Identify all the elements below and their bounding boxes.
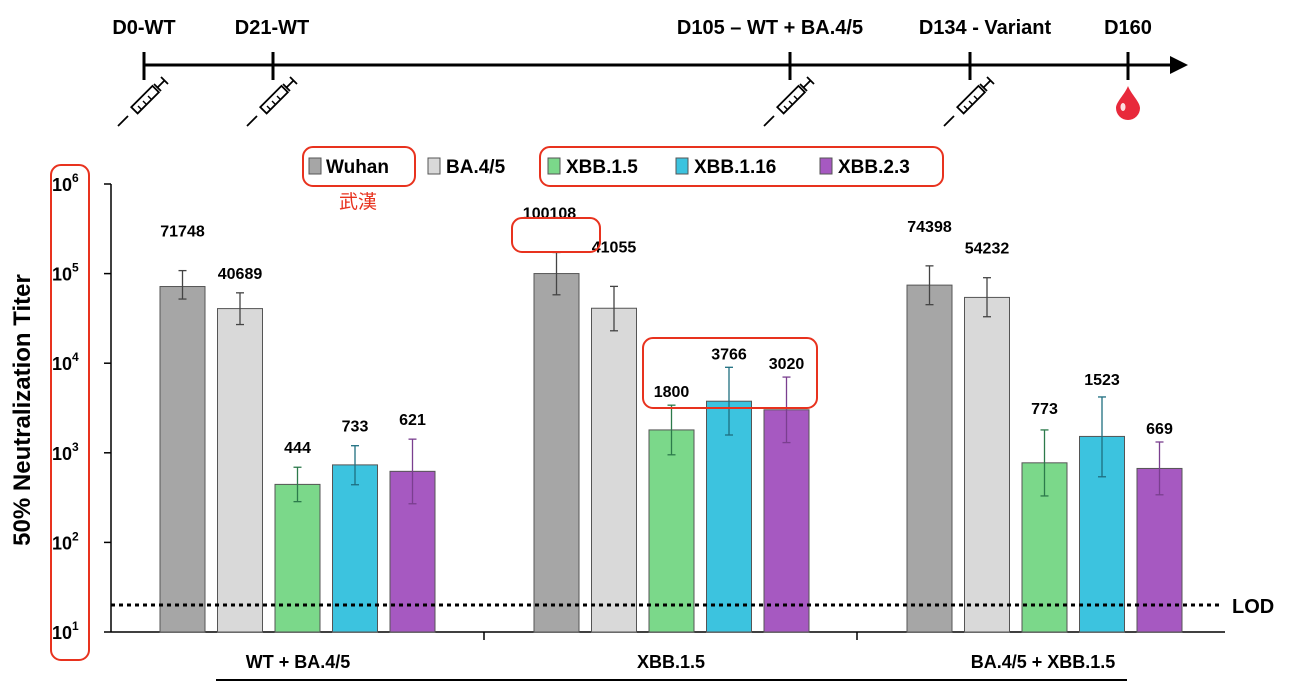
bar-xbb-2-3-1: [763, 409, 810, 633]
legend-label: XBB.1.16: [694, 157, 776, 178]
value-labels: 71748 100108 74398 40689 41055 54232 444 1800 77…: [160, 205, 1173, 457]
y-tick-label: 106: [52, 171, 79, 195]
highlight-xbb-legend: [539, 146, 944, 187]
error-bars: [178, 251, 1164, 505]
value-label: 669: [1146, 421, 1173, 438]
value-label: 444: [284, 440, 311, 457]
blood-drop-icon: [1116, 86, 1140, 120]
syringe-icon: [117, 76, 169, 127]
timeline-label: D160: [1104, 17, 1152, 39]
bar-wuhan-1: [533, 273, 580, 633]
lod-label: LOD: [1232, 596, 1274, 618]
y-axis-label: 50% Neutralization Titer: [9, 274, 36, 546]
bar-ba-4-5-0: [217, 308, 263, 633]
timeline-label: D0-WT: [112, 17, 175, 39]
bar-wuhan-0: [159, 286, 206, 633]
value-label: 54232: [965, 241, 1010, 258]
legend-swatch-wuhan: [308, 157, 322, 175]
syringe-icon: [943, 76, 995, 127]
value-label: 733: [342, 419, 369, 436]
highlight-boxes: [50, 146, 944, 661]
legend-label: Wuhan: [326, 157, 389, 178]
x-category-labels: WT + BA.4/5 XBB.1.5 BA.4/5 + XBB.1.5: [246, 652, 1116, 672]
x-category-label: XBB.1.5: [637, 652, 705, 672]
blood-drop-highlight: [1120, 103, 1126, 111]
timeline-label: D134 - Variant: [919, 17, 1052, 39]
timeline: D0-WT D21-WT D105 – WT + BA.4/5 D134 - Vari…: [112, 17, 1188, 127]
value-label: 71748: [160, 224, 205, 241]
legend-label: XBB.1.5: [566, 157, 638, 178]
legend-swatch-ba-4-5: [427, 157, 441, 175]
bar-wuhan-2: [906, 284, 953, 633]
highlight-xbb-values: [642, 337, 818, 409]
syringe-icon: [763, 76, 815, 127]
y-tick-label: 101: [52, 619, 79, 643]
bar-xbb-1-5-1: [648, 429, 695, 633]
legend-swatch-xbb-1-5: [547, 157, 561, 175]
bar-xbb-1-5-0: [274, 483, 321, 633]
value-label: 1523: [1084, 372, 1120, 389]
y-tick-label: 102: [52, 529, 79, 553]
value-label: 3766: [711, 346, 747, 363]
highlight-wuhan-legend: [302, 146, 416, 187]
legend-label: BA.4/5: [446, 157, 506, 178]
value-label: 100108: [523, 205, 576, 222]
value-label: 74398: [907, 219, 952, 236]
y-tick-label: 104: [52, 350, 79, 374]
timeline-arrow-icon: [1170, 56, 1188, 74]
syringe-icon: [246, 76, 298, 127]
y-tick-label: 105: [52, 261, 79, 285]
timeline-label: D21-WT: [235, 17, 309, 39]
value-label: 621: [399, 412, 426, 429]
bars: [159, 273, 1183, 633]
bar-xbb-1-16-1: [706, 400, 752, 633]
legend-label: XBB.2.3: [838, 157, 910, 178]
y-tick-label: 103: [52, 440, 79, 464]
highlight-100108: [511, 217, 601, 253]
legend-swatch-xbb-1-16: [675, 157, 689, 175]
value-label: 40689: [218, 266, 263, 283]
legend-swatch-xbb-2-3: [819, 157, 833, 175]
x-category-label: WT + BA.4/5: [246, 652, 351, 672]
value-label: 773: [1031, 401, 1058, 418]
chinese-wuhan-label: 武漢: [339, 191, 377, 213]
value-label: 3020: [769, 356, 805, 373]
x-category-label: BA.4/5 + XBB.1.5: [971, 652, 1116, 672]
y-tick-labels: 101 102 103 104 105 106: [52, 171, 111, 643]
bar-xbb-1-16-0: [332, 464, 378, 633]
legend: Wuhan BA.4/5 XBB.1.5 XBB.1.16 XBB.2.3: [308, 157, 910, 178]
value-label: 1800: [654, 384, 690, 401]
timeline-label: D105 – WT + BA.4/5: [677, 17, 863, 39]
highlight-y-axis-ticks: [50, 164, 90, 661]
value-label: 41055: [592, 239, 637, 256]
bar-ba-4-5-2: [964, 296, 1010, 633]
bar-ba-4-5-1: [591, 307, 637, 633]
